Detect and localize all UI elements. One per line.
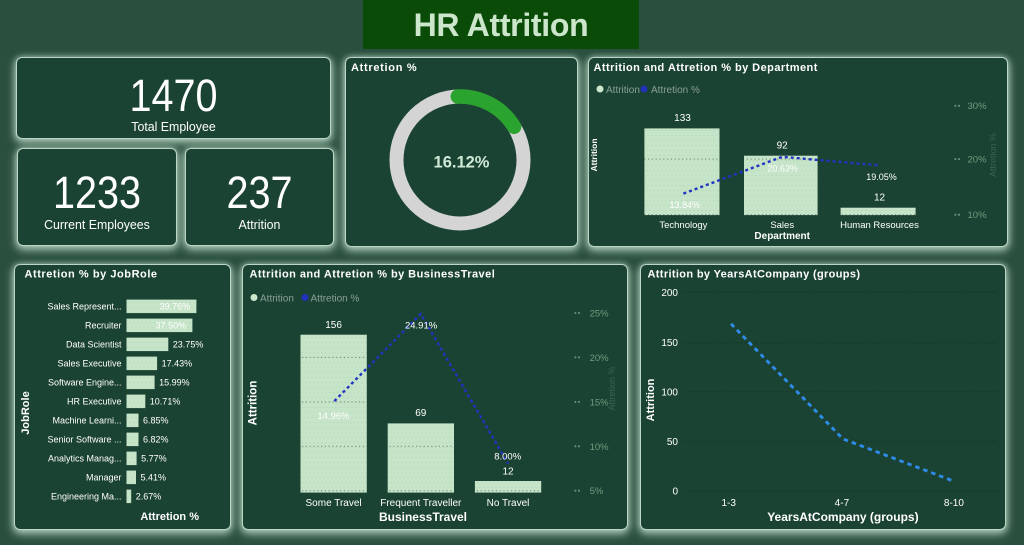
svg-text:8.00%: 8.00% — [494, 452, 521, 463]
svg-text:Attrition: Attrition — [589, 138, 599, 171]
svg-text:20.63%: 20.63% — [767, 164, 798, 174]
svg-text:Attretion %: Attretion % — [311, 294, 360, 305]
svg-text:Software Engine...: Software Engine... — [48, 377, 122, 387]
svg-text:Attrition: Attrition — [606, 85, 640, 96]
svg-text:8-10: 8-10 — [944, 498, 964, 509]
svg-text:Attrition: Attrition — [645, 378, 657, 421]
svg-text:Attretion %: Attretion % — [140, 511, 199, 523]
svg-text:Sales: Sales — [770, 220, 794, 231]
svg-text:30%: 30% — [968, 101, 988, 112]
svg-text:37.50%: 37.50% — [156, 320, 187, 330]
svg-text:4-7: 4-7 — [835, 498, 850, 509]
svg-text:Machine Learni...: Machine Learni... — [52, 415, 121, 425]
svg-text:JobRole: JobRole — [20, 391, 32, 434]
svg-text:1-3: 1-3 — [721, 498, 736, 509]
svg-text:69: 69 — [415, 408, 427, 419]
svg-text:Manager: Manager — [86, 472, 122, 482]
svg-text:Senior Software ...: Senior Software ... — [47, 434, 121, 444]
svg-text:20%: 20% — [590, 353, 610, 364]
svg-text:92: 92 — [777, 141, 789, 152]
svg-text:15%: 15% — [590, 398, 610, 409]
svg-text:39.76%: 39.76% — [160, 301, 191, 311]
svg-text:19.05%: 19.05% — [866, 172, 897, 182]
svg-text:2.67%: 2.67% — [136, 491, 162, 501]
svg-text:25%: 25% — [590, 309, 610, 320]
svg-text:Attrition and Attretion % by B: Attrition and Attretion % by BusinessTra… — [250, 269, 496, 281]
svg-text:Attretion %: Attretion % — [351, 62, 417, 74]
svg-text:12: 12 — [502, 467, 514, 478]
svg-text:HR Executive: HR Executive — [67, 396, 122, 406]
svg-text:Human Resources: Human Resources — [840, 220, 919, 231]
svg-text:Technology: Technology — [659, 220, 707, 231]
svg-text:BusinessTravel: BusinessTravel — [379, 510, 467, 524]
svg-text:200: 200 — [661, 288, 678, 299]
svg-text:0: 0 — [672, 487, 678, 498]
svg-text:Data Scientist: Data Scientist — [66, 339, 122, 349]
svg-text:20%: 20% — [968, 155, 988, 166]
svg-text:50: 50 — [667, 437, 679, 448]
svg-text:6.85%: 6.85% — [143, 415, 169, 425]
svg-text:YearsAtCompany (groups): YearsAtCompany (groups) — [767, 510, 918, 524]
svg-text:Attrition: Attrition — [260, 294, 294, 305]
svg-text:Sales Represent...: Sales Represent... — [47, 301, 121, 311]
svg-text:Recruiter: Recruiter — [85, 320, 122, 330]
svg-text:No Travel: No Travel — [487, 498, 530, 509]
svg-text:Attrition and Attretion % by D: Attrition and Attretion % by Department — [594, 62, 818, 74]
svg-text:10.71%: 10.71% — [150, 396, 181, 406]
svg-text:Attretion % by JobRole: Attretion % by JobRole — [25, 269, 158, 281]
svg-text:12: 12 — [874, 193, 886, 204]
svg-text:16.12%: 16.12% — [434, 154, 490, 172]
svg-text:5.77%: 5.77% — [141, 453, 167, 463]
svg-text:23.75%: 23.75% — [173, 339, 204, 349]
svg-text:Attretion %: Attretion % — [651, 85, 700, 96]
svg-text:5.41%: 5.41% — [141, 472, 167, 482]
svg-text:6.82%: 6.82% — [143, 434, 169, 444]
svg-text:Analytics Manag...: Analytics Manag... — [48, 453, 122, 463]
svg-text:Some Travel: Some Travel — [306, 498, 362, 509]
svg-text:156: 156 — [325, 320, 342, 331]
svg-text:Attretion %: Attretion % — [607, 366, 617, 410]
svg-text:150: 150 — [661, 338, 678, 349]
svg-text:100: 100 — [661, 388, 678, 399]
svg-text:Attretion %: Attretion % — [988, 133, 998, 177]
svg-text:Attrition by YearsAtCompany (g: Attrition by YearsAtCompany (groups) — [648, 269, 861, 281]
svg-text:Sales Executive: Sales Executive — [57, 358, 121, 368]
svg-text:14.96%: 14.96% — [317, 411, 350, 422]
svg-text:10%: 10% — [968, 210, 988, 221]
svg-text:15.99%: 15.99% — [159, 377, 190, 387]
svg-text:24.91%: 24.91% — [405, 321, 438, 332]
svg-text:13.84%: 13.84% — [670, 200, 701, 210]
svg-text:5%: 5% — [590, 486, 604, 497]
svg-text:133: 133 — [674, 113, 691, 124]
svg-text:Attrition: Attrition — [248, 381, 260, 426]
svg-text:Department: Department — [754, 231, 810, 242]
svg-text:10%: 10% — [590, 442, 610, 453]
svg-text:17.43%: 17.43% — [162, 358, 193, 368]
svg-text:Frequent Traveller: Frequent Traveller — [380, 498, 462, 509]
svg-text:Engineering Ma...: Engineering Ma... — [51, 491, 122, 501]
